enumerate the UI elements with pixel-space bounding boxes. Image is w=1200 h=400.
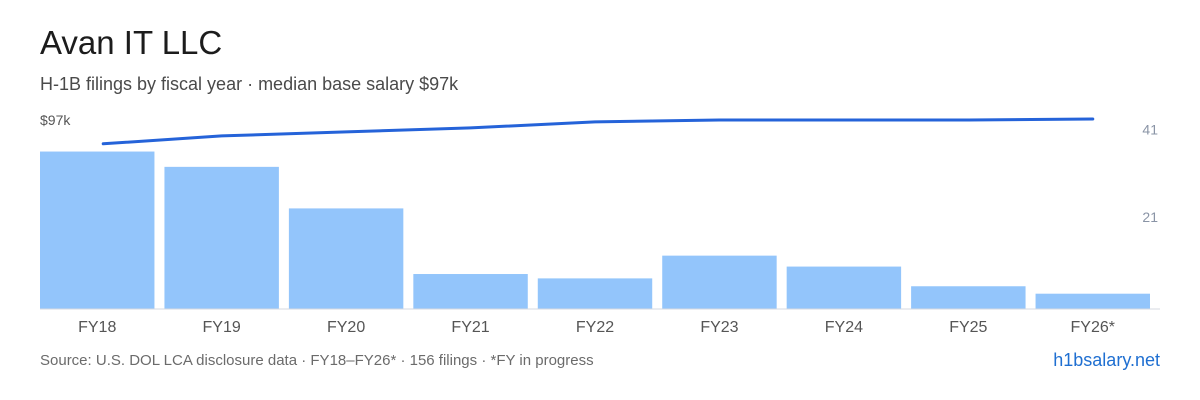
bar-group — [40, 151, 1150, 309]
x-tick-label: FY23 — [700, 319, 738, 336]
salary-line — [101, 117, 1095, 146]
right-axis-tick-label: 21 — [1142, 209, 1158, 225]
bar-fy18 — [40, 151, 155, 309]
x-tick-labels: FY18 FY19 FY20 FY21 FY22 FY23 FY24 FY25 FY26* — [78, 319, 1115, 336]
bar-fy26 — [1035, 293, 1150, 309]
chart: FY18 FY19 FY20 FY21 FY22 FY23 FY24 FY25 FY26* $9… — [40, 112, 1160, 336]
x-tick-label: FY26* — [1071, 319, 1115, 336]
bar-fy19 — [164, 166, 279, 309]
chart-subtitle: H-1B filings by fiscal year · median bas… — [40, 74, 459, 94]
x-tick-label: FY20 — [327, 319, 365, 336]
footer-source: Source: U.S. DOL LCA disclosure data · F… — [40, 352, 594, 369]
right-axis-tick-label: 41 — [1142, 122, 1158, 138]
x-tick-label: FY24 — [825, 319, 863, 336]
left-axis-tick-label: $97k — [40, 112, 71, 128]
bar-fy22 — [537, 278, 653, 309]
x-tick-label: FY18 — [78, 319, 116, 336]
x-tick-label: FY19 — [203, 319, 241, 336]
bar-fy25 — [911, 286, 1026, 309]
bar-fy24 — [786, 266, 902, 309]
footer-brand-link[interactable]: h1bsalary.net — [1053, 350, 1160, 370]
bar-fy20 — [288, 208, 404, 309]
x-tick-label: FY25 — [949, 319, 987, 336]
bar-fy21 — [413, 274, 528, 309]
x-tick-label: FY22 — [576, 319, 614, 336]
chart-title: Avan IT LLC — [40, 24, 223, 61]
right-axis-ticks: 41 21 — [1142, 122, 1158, 225]
bar-fy23 — [662, 255, 777, 309]
x-tick-label: FY21 — [451, 319, 489, 336]
